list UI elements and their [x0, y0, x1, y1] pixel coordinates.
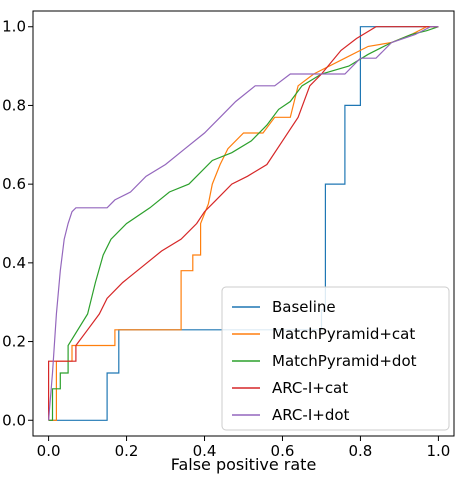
legend: Baseline MatchPyramid+cat MatchPyramid+dot…	[221, 286, 450, 431]
x-tick-label: 0.2	[115, 442, 139, 460]
legend-label: ARC-I+dot	[272, 406, 350, 424]
y-tick-label: 0.6	[2, 175, 26, 193]
x-tick-label: 0.6	[271, 442, 295, 460]
legend-label: MatchPyramid+cat	[272, 325, 415, 343]
legend-label: MatchPyramid+dot	[272, 352, 417, 370]
series-line-1	[48, 26, 439, 421]
legend-label: Baseline	[272, 298, 336, 316]
series-line-2	[48, 26, 439, 421]
legend-box	[221, 286, 450, 431]
x-tick-label: 0.4	[193, 442, 217, 460]
y-tick-label: 0.8	[2, 96, 26, 114]
x-tick-label: 0.0	[37, 442, 61, 460]
plot-lines	[47, 26, 439, 421]
x-tick-label: 1.0	[426, 442, 450, 460]
series-line-4	[48, 26, 439, 421]
y-tick-label: 0.0	[2, 411, 26, 429]
legend-label: ARC-I+cat	[272, 379, 348, 397]
x-tick-label: 0.8	[349, 442, 373, 460]
x-axis-label: False positive rate	[171, 455, 317, 474]
plot-frame	[32, 10, 455, 437]
y-tick-label: 1.0	[2, 18, 26, 36]
axis-ticks: 0.0 0.2 0.4 0.6 0.8 1.0 0.0 0.2 0.4 0.6 0.8 1.0	[2, 18, 450, 460]
y-tick-label: 0.4	[2, 254, 26, 272]
y-tick-label: 0.2	[2, 333, 26, 351]
